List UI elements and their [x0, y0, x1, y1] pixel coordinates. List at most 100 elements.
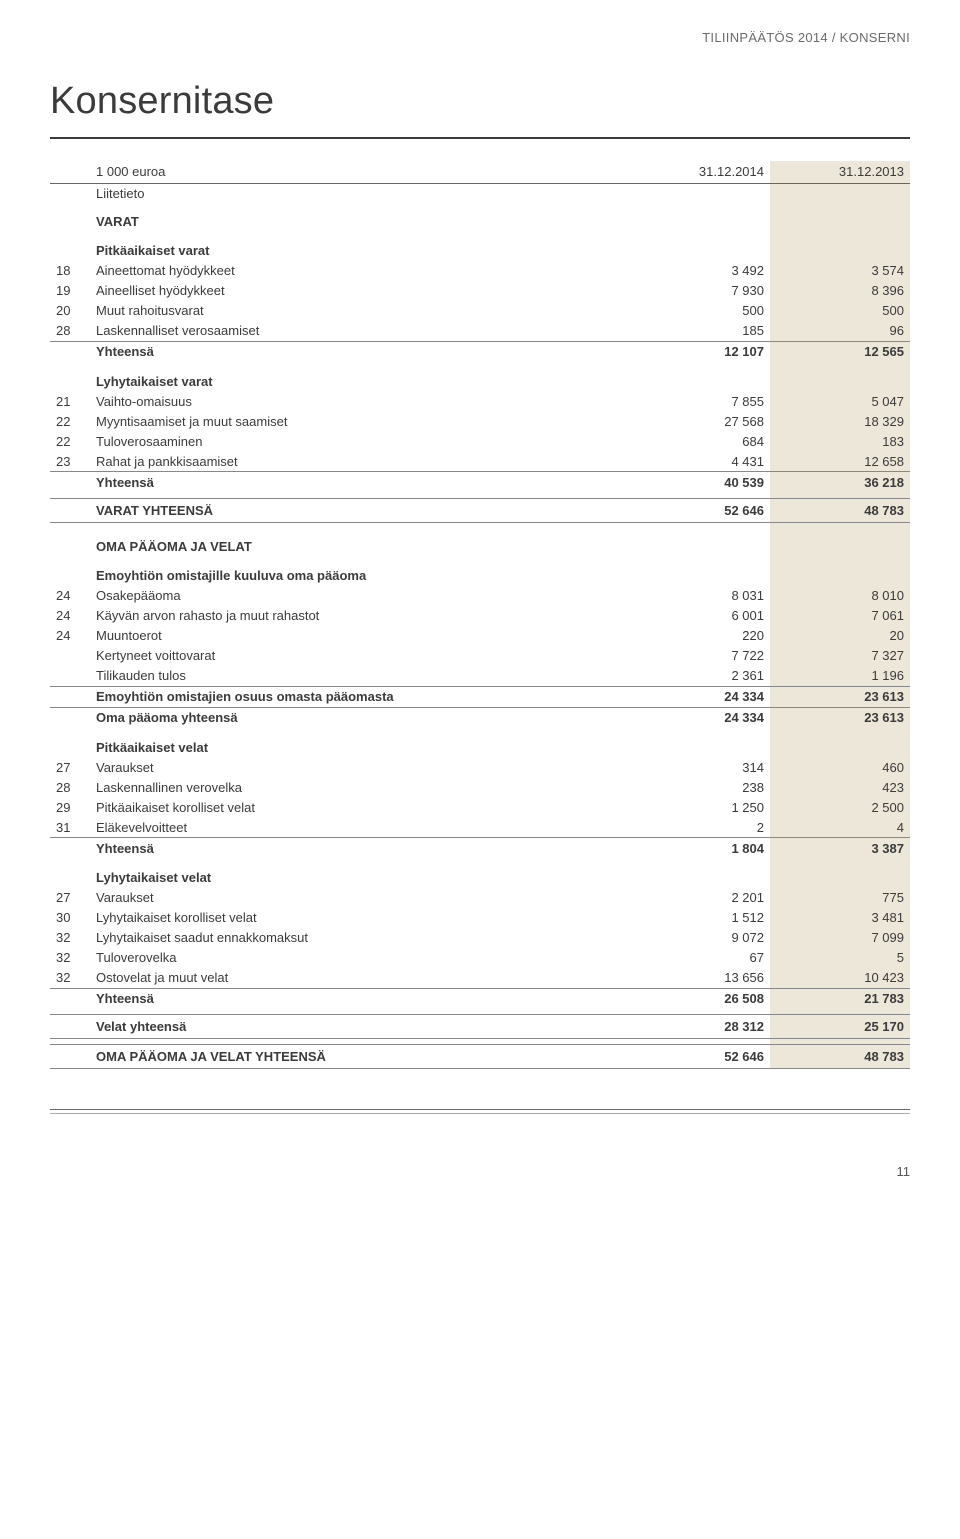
row-label: Osakepääoma — [90, 586, 630, 606]
table-row: 24Muuntoerot22020 — [50, 626, 910, 646]
subtotal-row: Yhteensä1 8043 387 — [50, 838, 910, 859]
val-2014: 67 — [630, 948, 770, 968]
sub-pitka-varat: Pitkäaikaiset varat — [50, 231, 910, 261]
section-oma-paaoma: OMA PÄÄOMA JA VELAT — [50, 522, 910, 556]
row-label: Aineettomat hyödykkeet — [90, 261, 630, 281]
subtotal-row: Yhteensä26 50821 783 — [50, 988, 910, 1009]
val-2014: 2 361 — [630, 666, 770, 687]
row-label: Yhteensä — [90, 988, 630, 1009]
val-2014: 52 646 — [630, 1045, 770, 1069]
subtotal-row: Yhteensä12 10712 565 — [50, 341, 910, 362]
table-row: 23Rahat ja pankkisaamiset4 43112 658 — [50, 451, 910, 472]
col-header-2013: 31.12.2013 — [770, 161, 910, 183]
table-row: 19Aineelliset hyödykkeet7 9308 396 — [50, 281, 910, 301]
val-2013: 8 010 — [770, 586, 910, 606]
sub-label: Pitkäaikaiset varat — [90, 231, 630, 261]
table-row: 22Tuloverosaaminen684183 — [50, 431, 910, 451]
val-2014: 24 334 — [630, 707, 770, 728]
row-label: Tuloverosaaminen — [90, 431, 630, 451]
val-2014: 7 930 — [630, 281, 770, 301]
note-ref: 22 — [50, 431, 90, 451]
val-2014: 7 855 — [630, 391, 770, 411]
table-row: 27Varaukset2 201775 — [50, 888, 910, 908]
row-label: Yhteensä — [90, 838, 630, 859]
row-label: Lyhytaikaiset korolliset velat — [90, 908, 630, 928]
row-label: VARAT YHTEENSÄ — [90, 498, 630, 522]
section-varat: VARAT — [50, 204, 910, 232]
val-2014: 1 512 — [630, 908, 770, 928]
sub-emoyhtio: Emoyhtiön omistajille kuuluva oma pääoma — [50, 556, 910, 586]
val-2013: 183 — [770, 431, 910, 451]
val-2013: 48 783 — [770, 498, 910, 522]
sub-label: Emoyhtiön omistajille kuuluva oma pääoma — [90, 556, 630, 586]
row-label: Laskennallinen verovelka — [90, 777, 630, 797]
sub-pitka-velat: Pitkäaikaiset velat — [50, 728, 910, 758]
table-row: 20Muut rahoitusvarat500500 — [50, 301, 910, 321]
table-row: Tilikauden tulos2 3611 196 — [50, 666, 910, 687]
val-2013: 25 170 — [770, 1015, 910, 1039]
note-ref: 23 — [50, 451, 90, 472]
velat-total-row: Velat yhteensä28 31225 170 — [50, 1015, 910, 1039]
val-2013: 23 613 — [770, 686, 910, 707]
table-row: 29Pitkäaikaiset korolliset velat1 2502 5… — [50, 797, 910, 817]
note-ref: 29 — [50, 797, 90, 817]
val-2013: 23 613 — [770, 707, 910, 728]
col-header-label: 1 000 euroa — [90, 161, 630, 183]
row-label: Ostovelat ja muut velat — [90, 968, 630, 989]
val-2014: 6 001 — [630, 606, 770, 626]
val-2013: 2 500 — [770, 797, 910, 817]
val-2013: 1 196 — [770, 666, 910, 687]
row-label: Velat yhteensä — [90, 1015, 630, 1039]
row-label: Aineelliset hyödykkeet — [90, 281, 630, 301]
val-2014: 7 722 — [630, 646, 770, 666]
note-ref: 22 — [50, 411, 90, 431]
val-2013: 12 565 — [770, 341, 910, 362]
row-label: Kertyneet voittovarat — [90, 646, 630, 666]
val-2014: 28 312 — [630, 1015, 770, 1039]
grand-total-row: OMA PÄÄOMA JA VELAT YHTEENSÄ52 64648 783 — [50, 1045, 910, 1069]
note-ref: 19 — [50, 281, 90, 301]
row-label: Varaukset — [90, 757, 630, 777]
table-row: Kertyneet voittovarat7 7227 327 — [50, 646, 910, 666]
balance-sheet-table: 1 000 euroa 31.12.2014 31.12.2013 Liitet… — [50, 161, 910, 1069]
page-title: Konsernitase — [50, 80, 910, 123]
title-rule — [50, 137, 910, 139]
row-label: Yhteensä — [90, 472, 630, 493]
subtotal-row: Emoyhtiön omistajien osuus omasta pääoma… — [50, 686, 910, 707]
val-2014: 2 201 — [630, 888, 770, 908]
val-2013: 3 387 — [770, 838, 910, 859]
val-2013: 460 — [770, 757, 910, 777]
table-row: 28Laskennallinen verovelka238423 — [50, 777, 910, 797]
footer-rule — [50, 1109, 910, 1110]
page-context-header: TILIINPÄÄTÖS 2014 / KONSERNI — [50, 30, 910, 45]
val-2014: 1 250 — [630, 797, 770, 817]
table-row: 32Ostovelat ja muut velat13 65610 423 — [50, 968, 910, 989]
val-2014: 8 031 — [630, 586, 770, 606]
val-2013: 3 481 — [770, 908, 910, 928]
val-2014: 238 — [630, 777, 770, 797]
note-ref: 28 — [50, 777, 90, 797]
row-label: Emoyhtiön omistajien osuus omasta pääoma… — [90, 686, 630, 707]
row-label: Eläkevelvoitteet — [90, 817, 630, 838]
row-label: Yhteensä — [90, 341, 630, 362]
liitetieto-label: Liitetieto — [90, 183, 630, 204]
footer-rule-thin — [50, 1113, 910, 1114]
val-2013: 423 — [770, 777, 910, 797]
row-label: Oma pääoma yhteensä — [90, 707, 630, 728]
row-label: Laskennalliset verosaamiset — [90, 321, 630, 342]
table-row: 21Vaihto-omaisuus7 8555 047 — [50, 391, 910, 411]
val-2014: 500 — [630, 301, 770, 321]
val-2013: 4 — [770, 817, 910, 838]
subtotal-row: Yhteensä40 53936 218 — [50, 472, 910, 493]
row-label: Käyvän arvon rahasto ja muut rahastot — [90, 606, 630, 626]
grand-total-row: VARAT YHTEENSÄ52 64648 783 — [50, 498, 910, 522]
val-2013: 20 — [770, 626, 910, 646]
row-label: Lyhytaikaiset saadut ennakkomaksut — [90, 928, 630, 948]
row-label: Pitkäaikaiset korolliset velat — [90, 797, 630, 817]
val-2013: 7 327 — [770, 646, 910, 666]
table-row: 24Käyvän arvon rahasto ja muut rahastot6… — [50, 606, 910, 626]
table-row: 28Laskennalliset verosaamiset18596 — [50, 321, 910, 342]
row-label: Muuntoerot — [90, 626, 630, 646]
sub-label: Lyhytaikaiset velat — [90, 858, 630, 888]
val-2013: 5 047 — [770, 391, 910, 411]
